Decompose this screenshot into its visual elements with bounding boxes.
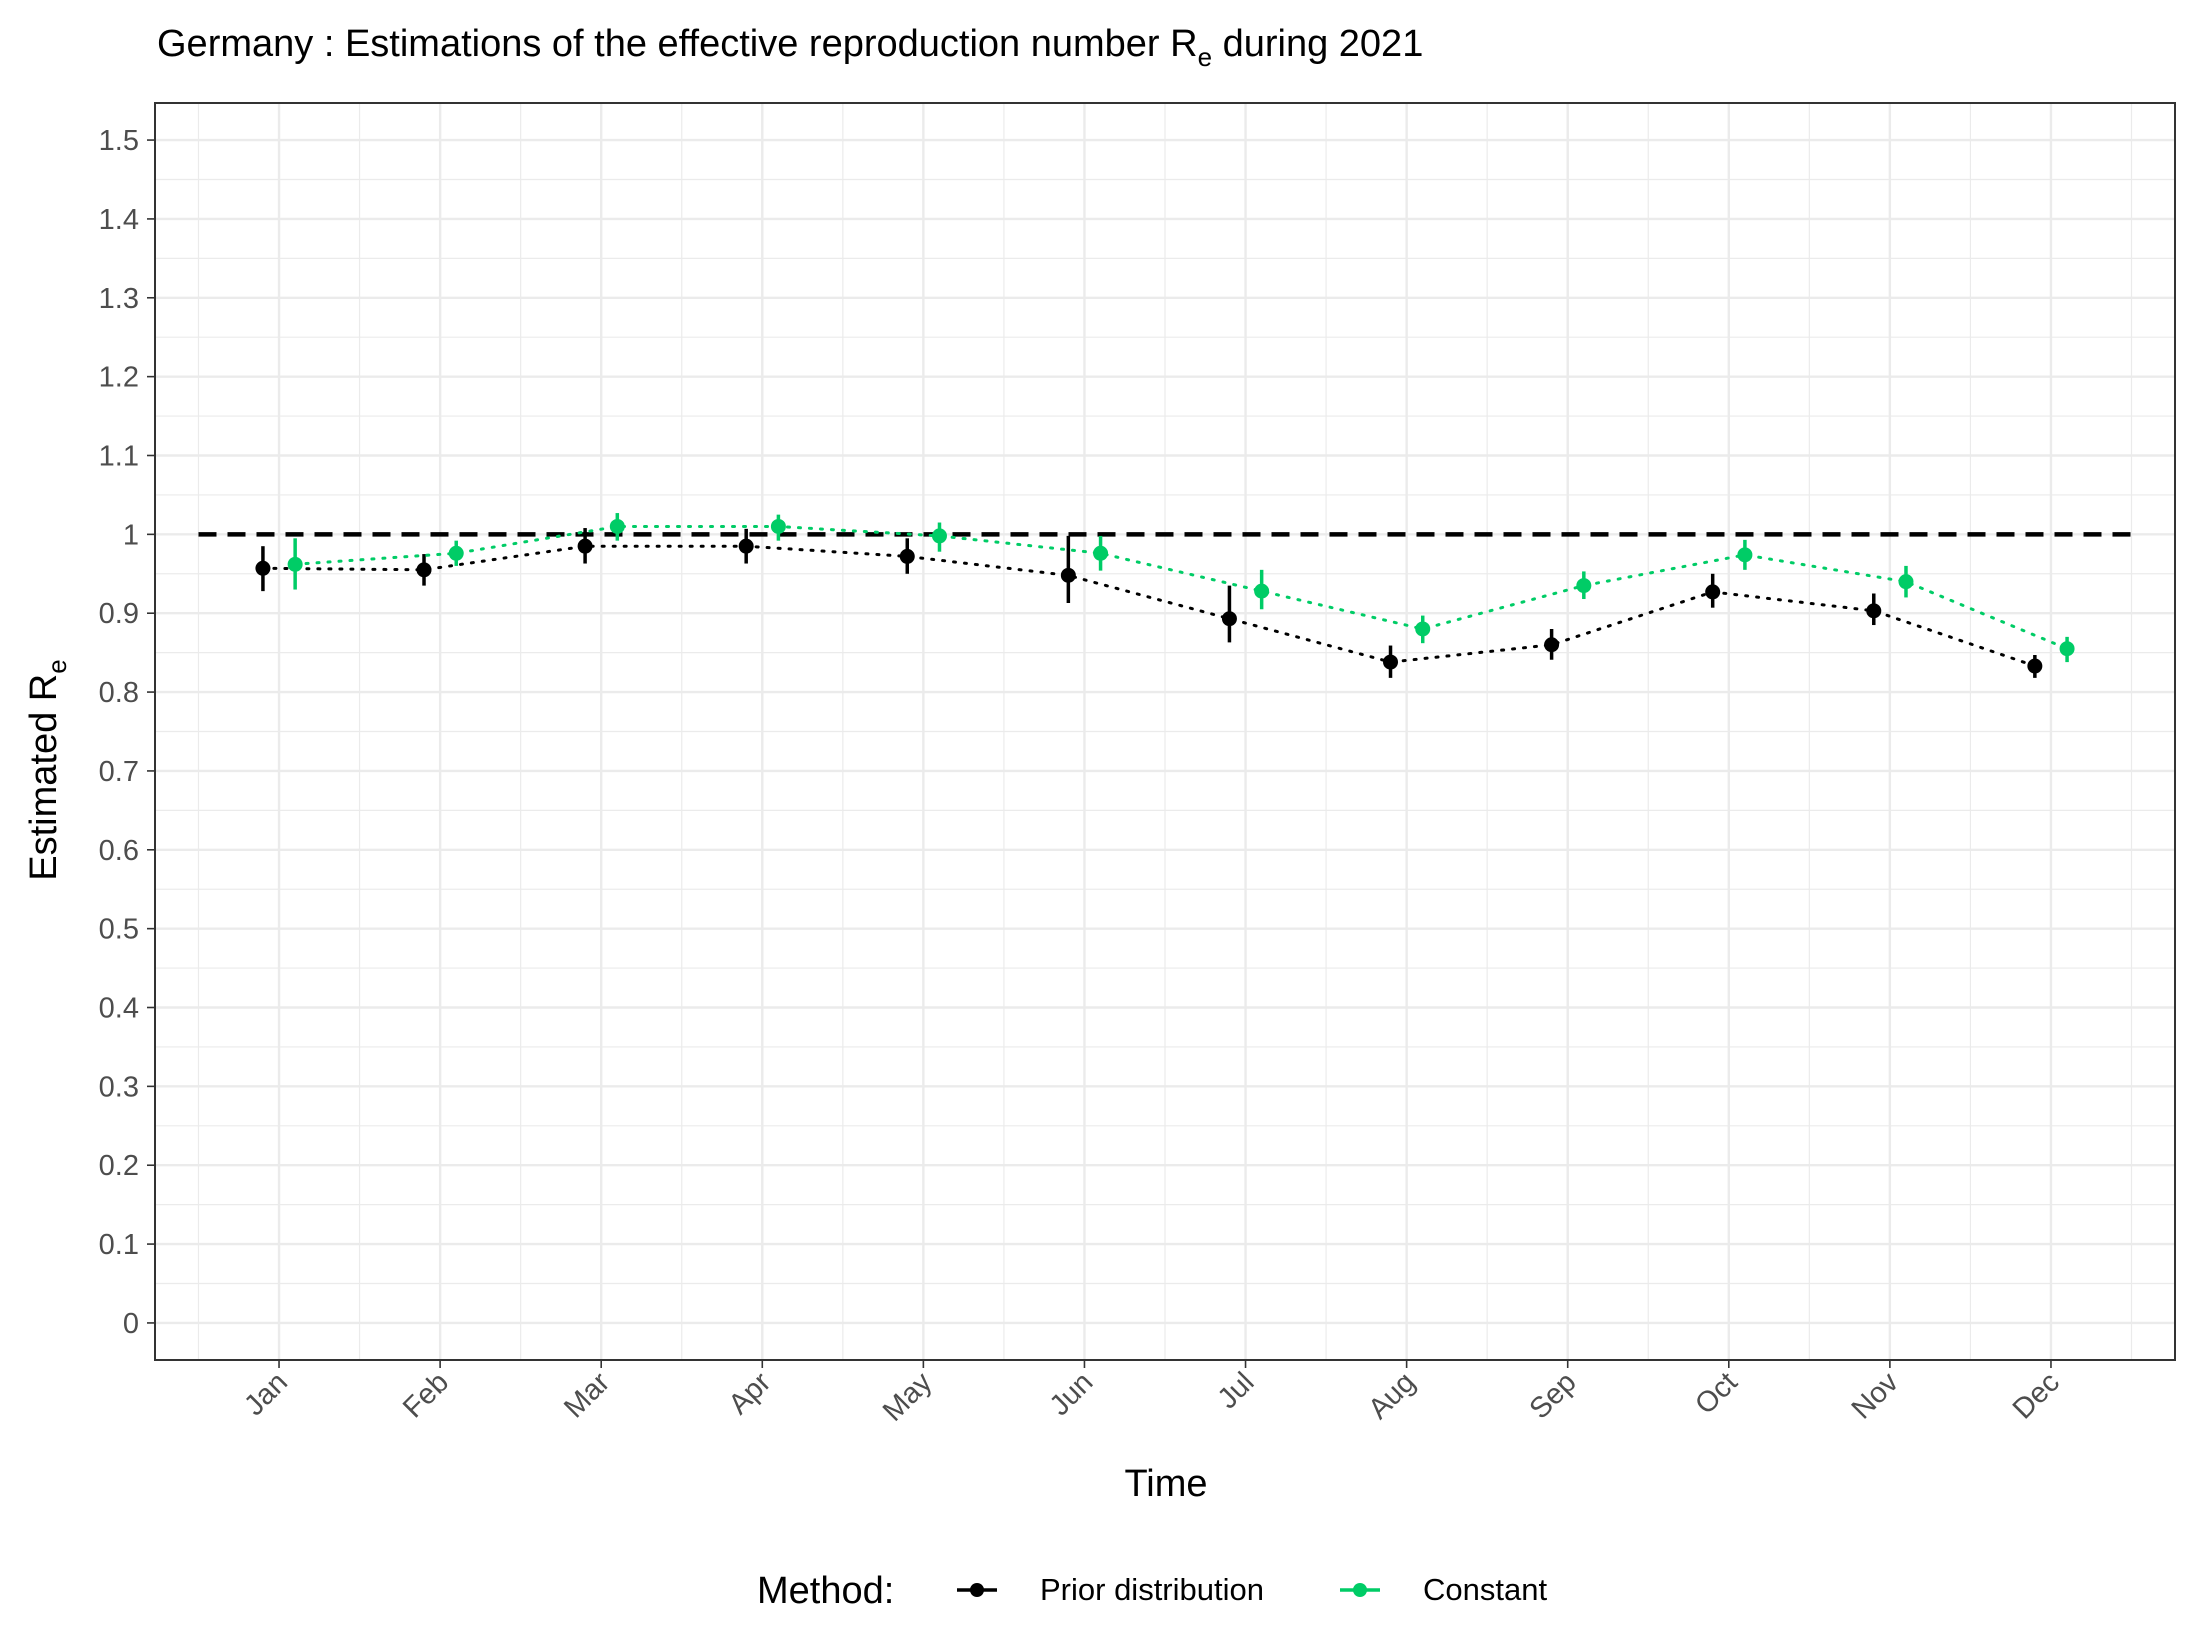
data-point [738,538,754,554]
series-1 [287,513,2075,663]
x-tick-label: Oct [1689,1366,1744,1421]
series-line [293,525,2069,651]
x-tick-label: Jan [238,1366,294,1422]
grid-lines [155,103,2175,1360]
y-tick-label: 0.9 [99,598,139,630]
plot-border [154,102,2176,1361]
y-tick-label: 1.5 [99,125,139,157]
y-tick-label: 1.2 [99,362,139,394]
legend-title: Method: [757,1570,894,1612]
data-point [287,556,303,572]
y-tick-label: 0.6 [99,835,139,867]
data-point [1093,545,1109,561]
chart-title-main: Germany : Estimations of the effective r… [157,23,1198,65]
data-point [770,518,786,534]
chart-title-subscript: e [1198,42,1212,72]
x-tick-label: May [877,1366,939,1428]
y-tick-label: 1.4 [99,204,139,236]
legend-item-label: Constant [1423,1572,1547,1607]
data-point [931,528,947,544]
legend-item-label: Prior distribution [1040,1572,1264,1607]
y-axis-title-main: Estimated R [23,674,65,881]
x-axis-title: Time [1124,1463,1207,1505]
x-tick-label: Feb [397,1366,455,1424]
data-point [1737,547,1753,563]
y-tick-label: 0.8 [99,677,139,709]
y-tick-label: 1.1 [99,440,139,472]
data-point [1221,611,1237,627]
series-line [261,544,2037,668]
y-tick-label: 0.2 [99,1150,139,1182]
data-point [448,545,464,561]
legend-key-point [970,1583,984,1597]
y-tick-label: 0.1 [99,1229,139,1261]
chart-title-end: during 2021 [1212,23,1423,65]
chart-title: Germany : Estimations of the effective r… [157,23,1423,72]
x-tick-label: Mar [558,1366,616,1424]
x-tick-label: Apr [723,1366,778,1421]
data-point [1866,603,1882,619]
panel-border [154,102,2176,1361]
series-group [255,513,2075,678]
data-point [1254,583,1270,599]
data-point [2027,658,2043,674]
y-axis: 0 0.1 0.2 0.3 0.4 0.5 0.6 0.7 0.8 0.9 1 1.1 1.2 1.3 1.… [99,125,155,1340]
x-tick-label: Nov [1846,1366,1905,1425]
y-tick-label: 1.3 [99,283,139,315]
y-tick-label: 0.7 [99,756,139,788]
y-tick-label: 1 [123,519,139,551]
data-point [1383,654,1399,670]
y-axis-title: Estimated Re [23,659,72,880]
x-axis: Jan Feb Mar Apr May Jun Jul Aug Sep Oct Nov Dec [238,1360,2066,1428]
data-point [255,560,271,576]
y-tick-label: 0.3 [99,1071,139,1103]
data-point [899,548,915,564]
x-tick-label: Dec [2007,1366,2066,1425]
x-tick-label: Sep [1524,1366,1583,1425]
x-tick-label: Aug [1362,1366,1421,1425]
data-point [1544,637,1560,653]
data-point [1576,578,1592,594]
data-point [1705,584,1721,600]
data-point [577,538,593,554]
y-tick-label: 0 [123,1308,139,1340]
x-tick-label: Jul [1212,1366,1261,1415]
data-point [609,518,625,534]
y-axis-title-subscript: e [42,659,72,673]
data-point [1060,567,1076,583]
y-tick-label: 0.4 [99,993,139,1025]
legend: Method: Prior distribution Constant [757,1570,1547,1612]
data-point [2059,641,2075,657]
y-tick-label: 0.5 [99,914,139,946]
data-point [1415,621,1431,637]
series-0 [255,528,2043,678]
x-tick-label: Jun [1044,1366,1100,1422]
legend-key-point [1353,1583,1367,1597]
data-point [416,562,432,578]
data-point [1898,574,1914,590]
